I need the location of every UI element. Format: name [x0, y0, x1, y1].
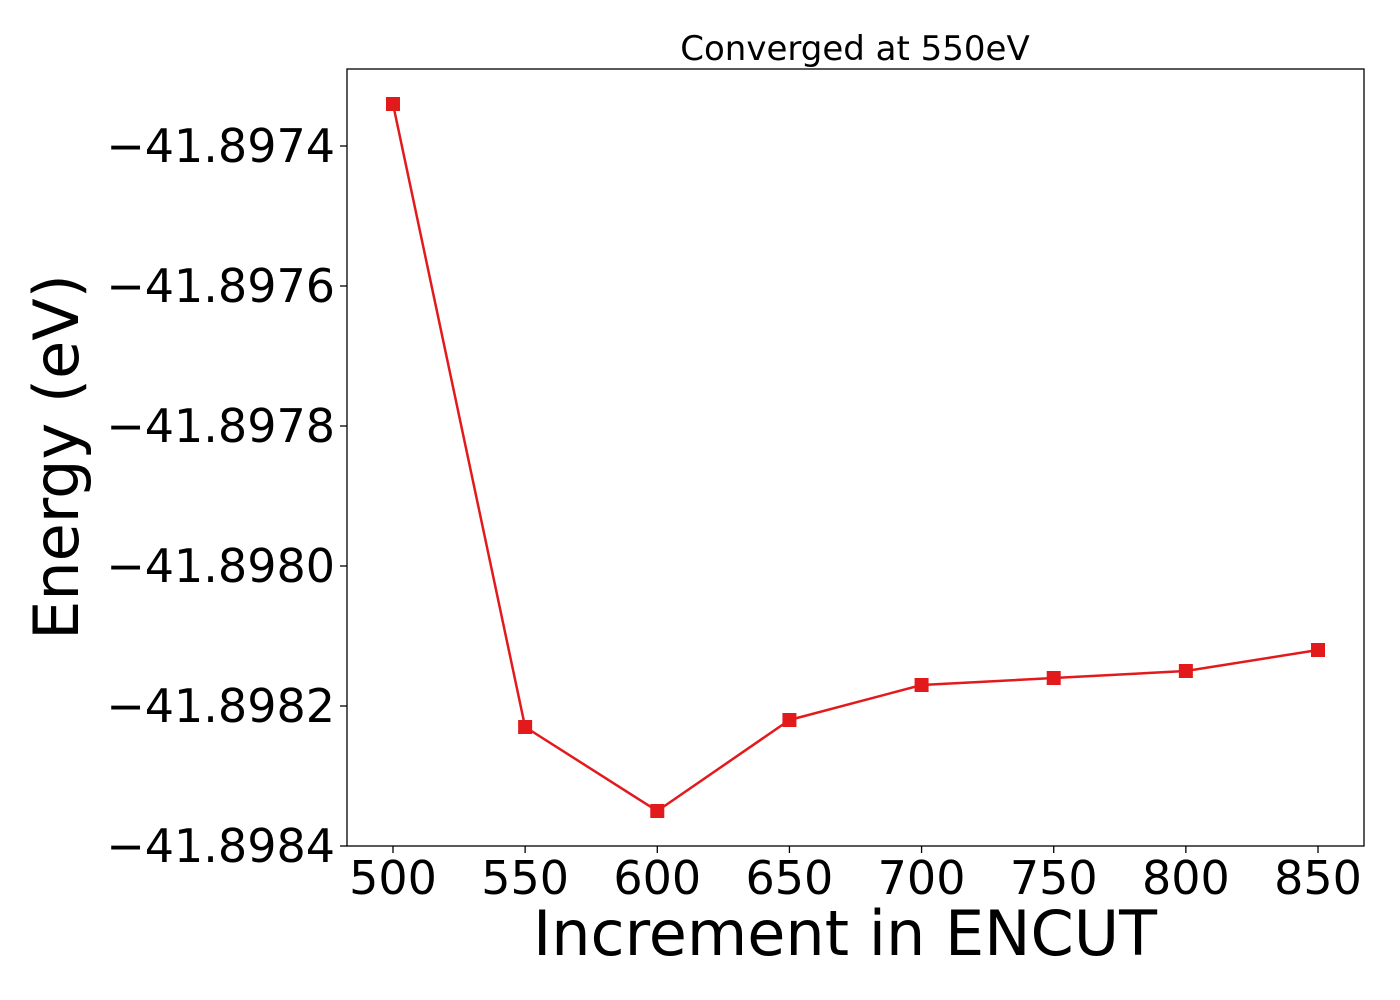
- y-axis-title: Energy (eV): [20, 274, 93, 640]
- y-axis: −41.8974 −41.8976 −41.8978 −41.8980 −41.8982…: [106, 119, 347, 873]
- data-point-marker: [385, 97, 400, 111]
- x-tick-label: 550: [481, 851, 569, 905]
- y-tick-label: −41.8980: [106, 539, 335, 593]
- x-axis-title: Increment in ENCUT: [533, 897, 1158, 970]
- data-point-marker: [1046, 671, 1061, 685]
- series-line-0: [391, 103, 1319, 813]
- data-point-marker: [650, 804, 665, 818]
- y-tick-label: −41.8976: [106, 259, 335, 313]
- data-point-marker: [518, 720, 533, 734]
- data-point-marker: [914, 678, 929, 692]
- y-tick-label: −41.8982: [106, 679, 335, 733]
- x-tick-label: 600: [613, 851, 701, 905]
- x-tick-label: 850: [1274, 851, 1362, 905]
- y-tick-label: −41.8984: [106, 819, 335, 873]
- x-tick-label: 500: [349, 851, 437, 905]
- x-tick-label: 800: [1142, 851, 1230, 905]
- chart-title: Converged at 550eV: [680, 29, 1029, 69]
- x-axis: 500 550 600 650 700 750 800 850: [349, 846, 1362, 905]
- data-point-marker: [1311, 643, 1326, 657]
- data-point-marker: [782, 713, 797, 727]
- x-tick-label: 650: [746, 851, 834, 905]
- series-layer: [385, 97, 1326, 818]
- data-point-marker: [1178, 664, 1193, 678]
- x-tick-label: 750: [1010, 851, 1098, 905]
- x-tick-label: 700: [878, 851, 966, 905]
- y-tick-label: −41.8974: [106, 119, 335, 173]
- plot-area-frame: [346, 68, 1365, 847]
- y-tick-label: −41.8978: [106, 399, 335, 453]
